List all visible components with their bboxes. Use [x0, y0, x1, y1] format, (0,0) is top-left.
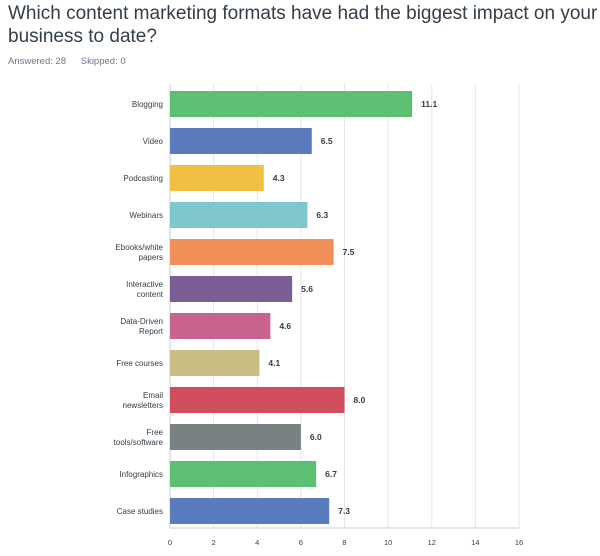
- category-label: Infographics: [119, 470, 163, 479]
- category-label: Webinars: [129, 211, 163, 220]
- category-label: Ebooks/white papers: [115, 243, 163, 262]
- category-label: Free tools/software: [114, 428, 164, 447]
- category-label: Email newsletters: [123, 391, 164, 410]
- category-label: Video: [143, 137, 164, 146]
- category-label: Free courses: [116, 359, 163, 368]
- chart-container: 0 2 4 6 8 10 12 14 16 11.1 Blogging 6.5 Video 4.3 Podc…: [0, 80, 600, 556]
- category-label: Data-Driven Report: [120, 317, 163, 336]
- response-stats: Answered: 28 Skipped: 0: [8, 56, 138, 67]
- bar-value-label: 11.1: [421, 99, 437, 109]
- bar-webinars[interactable]: [170, 202, 308, 228]
- bar-ebooks-white-papers[interactable]: [170, 239, 334, 265]
- category-label: Blogging: [132, 100, 163, 109]
- category-label: Interactive content: [126, 280, 164, 299]
- x-tick-label: 16: [515, 538, 523, 547]
- category-label: Podcasting: [123, 174, 163, 183]
- category-label: Case studies: [117, 507, 163, 516]
- x-tick-label: 4: [255, 538, 259, 547]
- bar-value-label: 7.3: [338, 506, 350, 516]
- x-tick-label: 12: [428, 538, 436, 547]
- x-tick-label: 10: [384, 538, 392, 547]
- bar-podcasting[interactable]: [170, 165, 264, 191]
- bar-interactive-content[interactable]: [170, 276, 293, 302]
- bar-value-label: 6.7: [325, 469, 337, 479]
- x-tick-label: 6: [299, 538, 303, 547]
- skipped-count: Skipped: 0: [80, 56, 126, 67]
- bar-value-label: 5.6: [301, 284, 313, 294]
- bar-value-label: 4.6: [279, 321, 291, 331]
- bar-free-tools-software[interactable]: [170, 424, 301, 450]
- bar-case-studies[interactable]: [170, 498, 330, 524]
- x-tick-label: 8: [342, 538, 346, 547]
- bar-value-label: 4.3: [273, 173, 285, 183]
- bar-chart: 0 2 4 6 8 10 12 14 16 11.1 Blogging 6.5 Video 4.3 Podc…: [114, 84, 523, 547]
- bar-infographics[interactable]: [170, 461, 317, 487]
- x-tick-label: 14: [471, 538, 479, 547]
- bar-video[interactable]: [170, 128, 312, 154]
- bar-value-label: 6.0: [310, 432, 322, 442]
- x-tick-label: 0: [168, 538, 172, 547]
- bar-email-newsletters[interactable]: [170, 387, 345, 413]
- bar-value-label: 7.5: [343, 247, 355, 257]
- question-title: Which content marketing formats have had…: [8, 3, 598, 47]
- bar-value-label: 6.5: [321, 136, 333, 146]
- bar-value-label: 8.0: [354, 395, 366, 405]
- bar-value-label: 6.3: [316, 210, 328, 220]
- x-tick-label: 2: [212, 538, 216, 547]
- bar-free-courses[interactable]: [170, 350, 260, 376]
- bar-data-driven-report[interactable]: [170, 313, 271, 339]
- bar-blogging[interactable]: [170, 91, 413, 117]
- bar-value-label: 4.1: [268, 358, 280, 368]
- answered-count: Answered: 28: [8, 56, 67, 67]
